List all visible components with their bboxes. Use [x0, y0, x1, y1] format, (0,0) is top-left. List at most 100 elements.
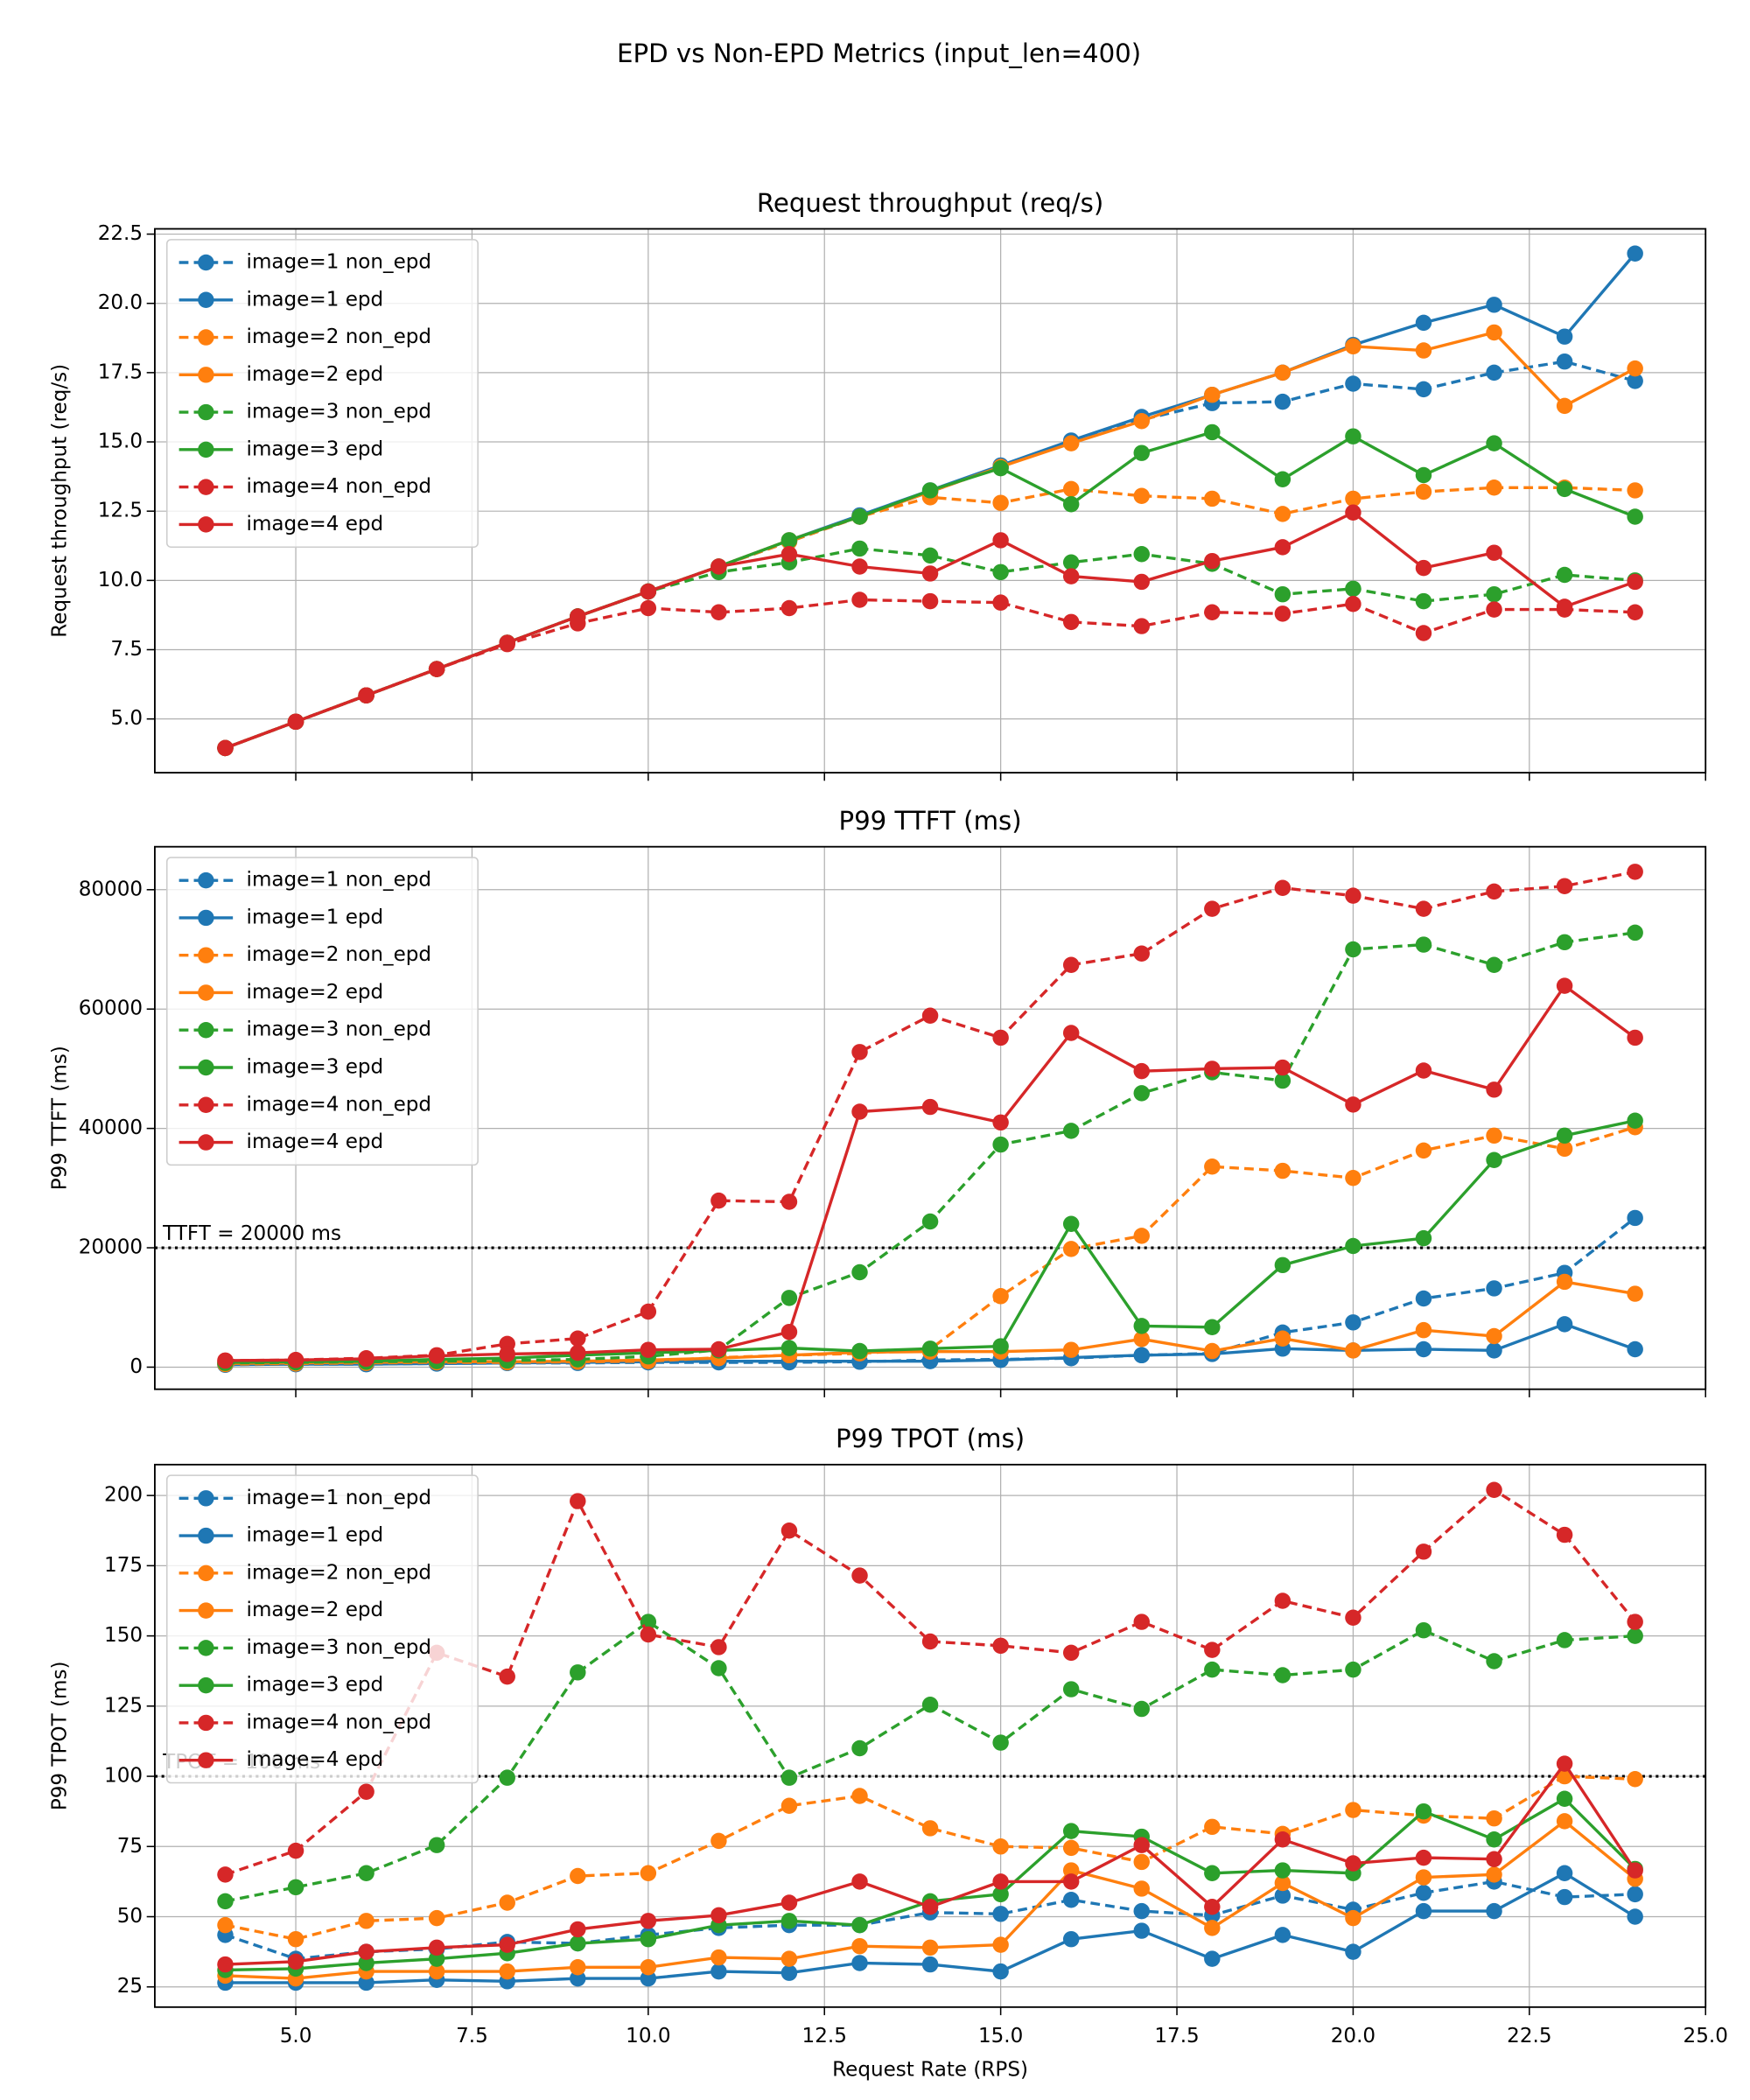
data-point: [1062, 1025, 1080, 1041]
data-point: [710, 1907, 727, 1924]
legend-label: image=1 non_epd: [247, 869, 432, 892]
data-point: [992, 1963, 1009, 1980]
data-point: [1415, 1802, 1432, 1820]
data-point: [1556, 977, 1573, 994]
legend-marker: [198, 1714, 214, 1732]
legend-label: image=1 epd: [247, 1524, 384, 1547]
data-point: [992, 1906, 1009, 1922]
data-point: [992, 1637, 1009, 1655]
data-point: [992, 1873, 1009, 1890]
data-point: [1486, 1280, 1502, 1297]
data-point: [921, 1633, 939, 1650]
legend-label: image=2 non_epd: [247, 326, 432, 348]
x-tick-label: 17.5: [1154, 2025, 1199, 2048]
data-point: [1415, 314, 1432, 332]
data-point: [1627, 482, 1643, 499]
data-point: [1345, 596, 1362, 612]
data-point: [1274, 393, 1292, 410]
data-point: [921, 1007, 939, 1024]
data-point: [1133, 1837, 1150, 1853]
data-point: [1204, 1950, 1221, 1967]
data-point: [1556, 1127, 1573, 1144]
data-point: [992, 532, 1009, 549]
data-point: [1204, 1920, 1221, 1936]
data-point: [1133, 1331, 1150, 1348]
data-point: [992, 494, 1009, 511]
legend-marker: [198, 1527, 214, 1544]
data-point: [1345, 338, 1362, 355]
data-point: [851, 1044, 868, 1060]
legend-marker: [198, 1490, 214, 1507]
y-axis-label: P99 TTFT (ms): [49, 1046, 72, 1190]
legend-label: image=2 epd: [247, 981, 384, 1004]
data-point: [1415, 1062, 1432, 1079]
data-point: [1133, 546, 1150, 563]
data-point: [428, 1909, 445, 1927]
data-point: [428, 661, 445, 677]
data-point: [1486, 1342, 1502, 1359]
data-point: [1133, 1853, 1150, 1871]
data-point: [780, 1194, 798, 1210]
y-tick-label: 5.0: [110, 707, 143, 730]
y-axis-label: Request throughput (req/s): [49, 364, 72, 638]
data-point: [640, 1959, 657, 1976]
data-point: [1345, 490, 1362, 508]
data-point: [1062, 496, 1080, 513]
data-point: [1556, 353, 1573, 370]
legend-label: image=3 epd: [247, 1056, 384, 1079]
data-point: [921, 592, 939, 610]
subplot-title: Request throughput (req/s): [757, 188, 1103, 218]
data-point: [1415, 592, 1432, 610]
data-point: [1133, 413, 1150, 430]
legend: image=1 non_epd image=1 epd image=2 non_ep…: [166, 857, 479, 1166]
data-point: [1486, 1653, 1502, 1670]
data-point: [1415, 1142, 1432, 1159]
data-point: [1556, 1140, 1573, 1158]
data-point: [1415, 1229, 1432, 1247]
data-point: [1486, 435, 1502, 452]
legend-label: image=1 epd: [247, 288, 384, 311]
data-point: [1062, 568, 1080, 584]
data-point: [217, 1916, 234, 1934]
data-point: [1556, 566, 1573, 584]
data-point: [1274, 364, 1292, 382]
data-point: [1133, 1880, 1150, 1897]
data-point: [217, 1866, 234, 1883]
data-point: [1627, 1628, 1643, 1644]
data-point: [851, 1103, 868, 1120]
data-point: [1486, 1327, 1502, 1345]
data-point: [1345, 1661, 1362, 1678]
data-point: [851, 1264, 868, 1281]
data-point: [1133, 573, 1150, 591]
axes-frame: [154, 1463, 1707, 2008]
data-point: [1627, 924, 1643, 942]
data-point: [921, 482, 939, 499]
data-point: [851, 1937, 868, 1955]
data-point: [921, 1340, 939, 1357]
data-point: [1627, 373, 1643, 389]
data-point: [640, 1303, 657, 1320]
data-point: [780, 1797, 798, 1814]
data-point: [851, 508, 868, 525]
data-point: [358, 1943, 374, 1960]
data-point: [428, 1837, 445, 1853]
data-point: [1627, 864, 1643, 880]
data-point: [570, 1493, 586, 1509]
x-tick-label: 20.0: [1331, 2025, 1376, 2048]
data-point: [851, 1788, 868, 1804]
data-point: [358, 1350, 374, 1368]
data-point: [1133, 1085, 1150, 1102]
data-point: [428, 1348, 445, 1364]
data-point: [1204, 552, 1221, 570]
data-point: [1204, 1865, 1221, 1882]
data-point: [1486, 480, 1502, 496]
data-point: [992, 1029, 1009, 1046]
data-point: [1345, 1855, 1362, 1872]
data-point: [1274, 506, 1292, 522]
axes-frame: [154, 845, 1707, 1390]
data-point: [1062, 956, 1080, 973]
data-point: [1556, 1632, 1573, 1648]
legend-marker: [198, 909, 214, 927]
y-tick-label: 150: [104, 1624, 143, 1647]
